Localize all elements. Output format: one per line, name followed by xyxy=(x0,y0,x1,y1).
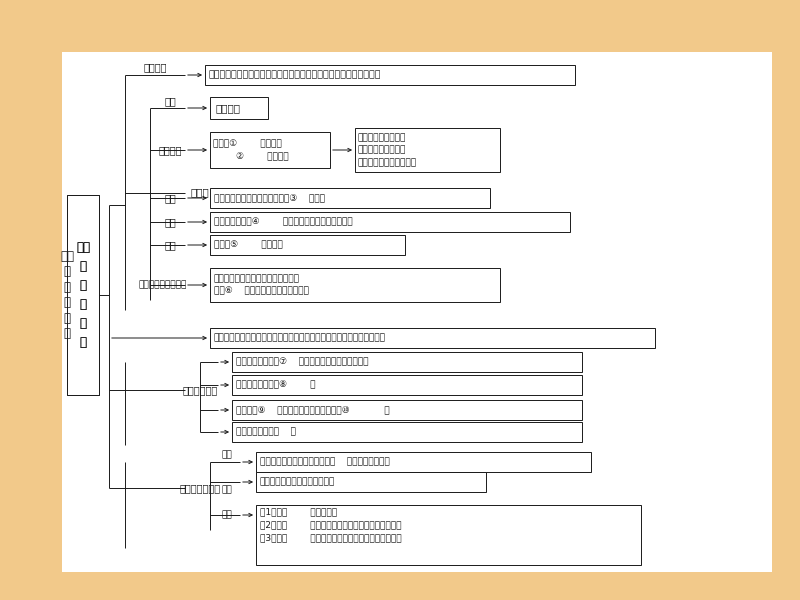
FancyBboxPatch shape xyxy=(256,505,641,565)
Text: 植物激素: 植物激素 xyxy=(143,62,166,72)
Text: 优点: 优点 xyxy=(222,485,232,494)
Text: 应用: 应用 xyxy=(222,511,232,520)
Text: 发现: 发现 xyxy=(164,96,176,106)
Text: 集中在⑤        的部位。: 集中在⑤ 的部位。 xyxy=(214,241,282,250)
FancyBboxPatch shape xyxy=(67,195,99,395)
Text: 作用特点: 作用特点 xyxy=(158,145,182,155)
Text: 植物
的
激
素
调
节: 植物 的 激 素 调 节 xyxy=(76,241,90,349)
Text: 植物的生长发育和适应环境变化的过程中，多种激素相互作用共同调节。: 植物的生长发育和适应环境变化的过程中，多种激素相互作用共同调节。 xyxy=(214,334,386,343)
FancyBboxPatch shape xyxy=(210,328,655,348)
FancyBboxPatch shape xyxy=(232,375,582,395)
Text: 在未成熟组织中④        ，在成熟组织中非极性运输。: 在未成熟组织中④ ，在成熟组织中非极性运输。 xyxy=(214,217,353,226)
Text: 经典实验: 经典实验 xyxy=(216,103,241,113)
Text: 促进生长与抑制生长
促进发芽与抑制发芽
防止落花落果与疏花疏果: 促进生长与抑制生长 促进发芽与抑制发芽 防止落花落果与疏花疏果 xyxy=(358,133,417,167)
FancyBboxPatch shape xyxy=(67,195,99,395)
Text: 赤霉素：促进细胞⑦    ，促进种子萌发和果实发育。: 赤霉素：促进细胞⑦ ，促进种子萌发和果实发育。 xyxy=(236,358,369,367)
FancyBboxPatch shape xyxy=(232,400,582,420)
FancyBboxPatch shape xyxy=(210,97,268,119)
Text: 人工合成的对植物生长发育有⑫    作用的化学物质。: 人工合成的对植物生长发育有⑫ 作用的化学物质。 xyxy=(260,457,390,467)
Text: 运输: 运输 xyxy=(164,217,176,227)
Text: 乙烯：促进果实⑪    。: 乙烯：促进果实⑪ 。 xyxy=(236,427,296,437)
Text: （1）用⑬        催熟风梨。
（2）用⑭        溶液处理芦苇可增加芦苇的纤维长度。
（3）用⑮        处理大麦可简化酿酒工艺、降低成本。: （1）用⑬ 催熟风梨。 （2）用⑭ 溶液处理芦苇可增加芦苇的纤维长度。 （3）用… xyxy=(260,507,402,542)
FancyBboxPatch shape xyxy=(232,422,582,442)
Text: 易合成、原料广泛、效果稳定。: 易合成、原料广泛、效果稳定。 xyxy=(260,478,335,487)
FancyBboxPatch shape xyxy=(210,188,490,208)
FancyBboxPatch shape xyxy=(210,235,405,255)
Text: 脱落酸：⑨    细胞分裂，促进叶、果实的⑩            。: 脱落酸：⑨ 细胞分裂，促进叶、果实的⑩ 。 xyxy=(236,406,390,415)
Text: 在农业生产上的应用: 在农业生产上的应用 xyxy=(139,280,187,289)
Text: 分布: 分布 xyxy=(164,240,176,250)
Text: 其他植物激素: 其他植物激素 xyxy=(182,385,218,395)
FancyBboxPatch shape xyxy=(355,128,500,172)
FancyBboxPatch shape xyxy=(232,352,582,372)
Text: 两重性①        促进生长
        ②        抑制生长: 两重性① 促进生长 ② 抑制生长 xyxy=(213,139,289,161)
Text: 植物
的
激
素
调
节: 植物 的 激 素 调 节 xyxy=(76,241,90,349)
Text: 主要由幼嫩的芽、叶和发育中的③    合成。: 主要由幼嫩的芽、叶和发育中的③ 合成。 xyxy=(214,193,325,202)
Text: 细胞分裂素：促进⑧        。: 细胞分裂素：促进⑧ 。 xyxy=(236,380,315,389)
Text: 产生: 产生 xyxy=(164,193,176,203)
Text: 由植物体内产生的，对植物体的生长发育有显著影响的微量有机物。: 由植物体内产生的，对植物体的生长发育有显著影响的微量有机物。 xyxy=(209,70,382,79)
FancyBboxPatch shape xyxy=(256,452,591,472)
Text: 植物
的
激
素
调
节: 植物 的 激 素 调 节 xyxy=(60,250,74,340)
FancyBboxPatch shape xyxy=(62,52,772,572)
FancyBboxPatch shape xyxy=(256,472,486,492)
Text: 含义: 含义 xyxy=(222,451,232,460)
Text: 生长素: 生长素 xyxy=(190,187,210,197)
FancyBboxPatch shape xyxy=(205,65,575,85)
FancyBboxPatch shape xyxy=(210,212,570,232)
Text: 植物生长调节剂: 植物生长调节剂 xyxy=(179,483,221,493)
FancyBboxPatch shape xyxy=(210,132,330,168)
Text: 防止果实和叶片的脱落，促进结实、
获得⑥    果实，促进扦插枝条生根。: 防止果实和叶片的脱落，促进结实、 获得⑥ 果实，促进扦插枝条生根。 xyxy=(214,274,309,296)
FancyBboxPatch shape xyxy=(210,268,500,302)
